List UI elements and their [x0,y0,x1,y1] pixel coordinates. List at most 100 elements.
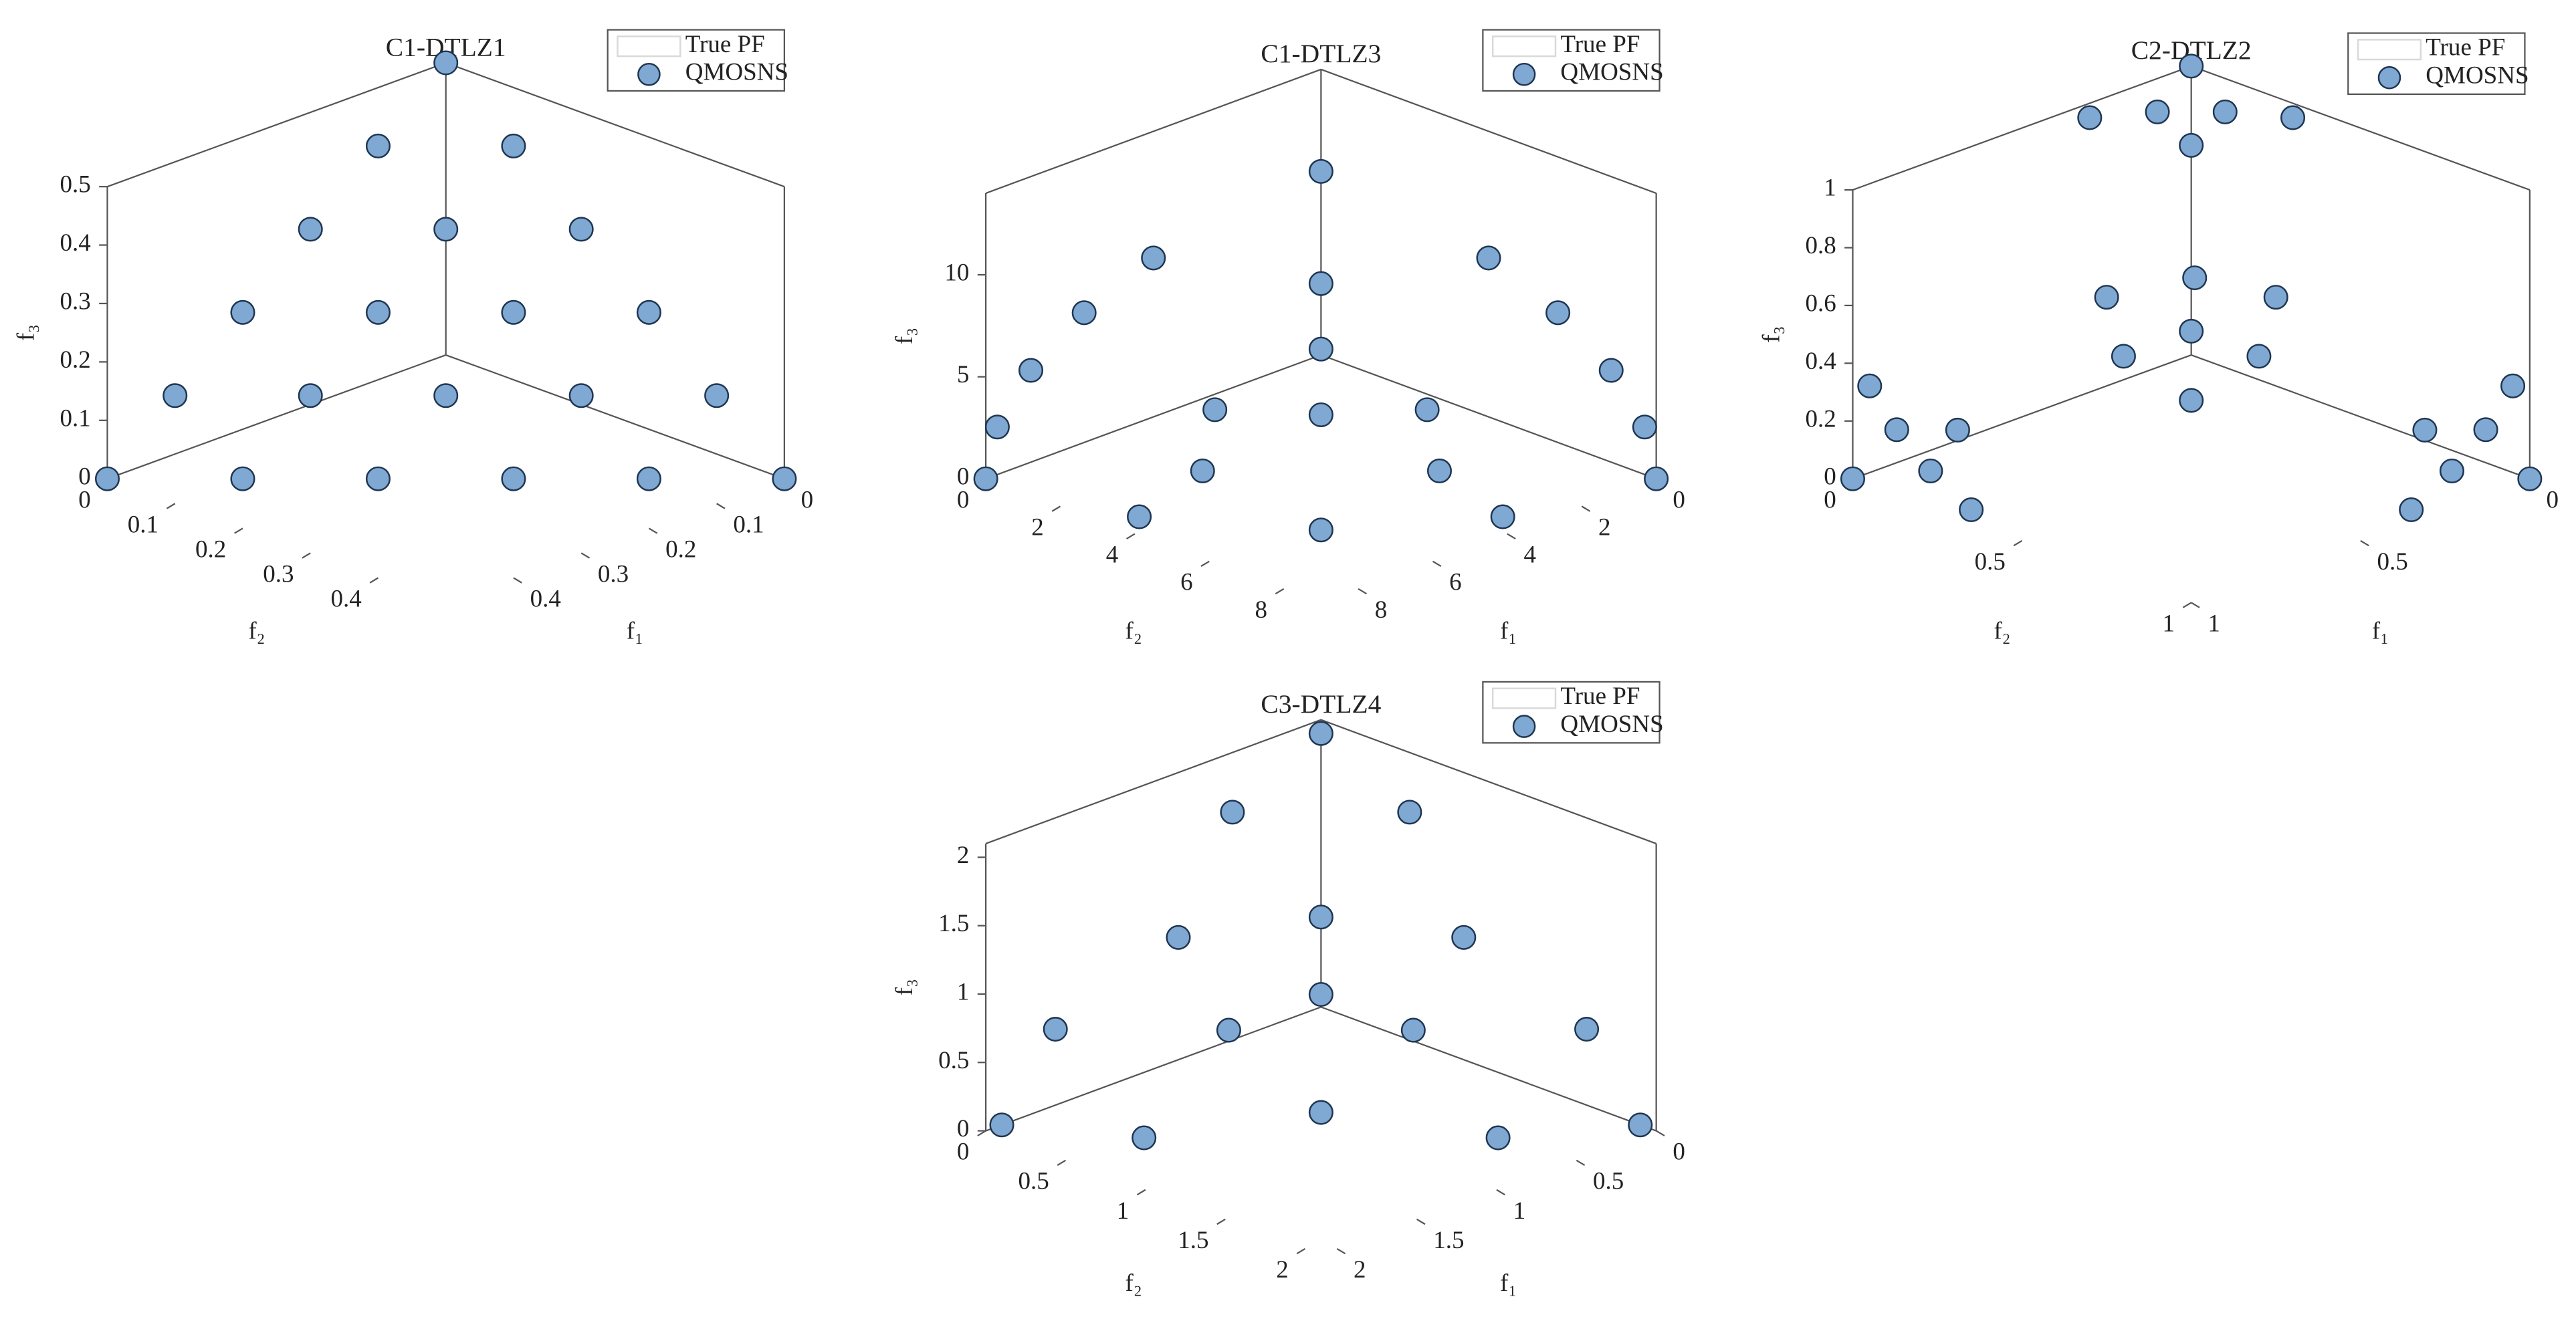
data-point [2145,99,2170,124]
tick-mark [1125,533,1136,539]
legend-label: True PF [1560,31,1640,58]
data-point [2111,344,2136,369]
x-tick-label: 0.5 [2377,548,2407,576]
tick-mark [234,527,243,534]
y-tick-label: 1 [1117,1197,1130,1225]
data-point [2212,99,2238,124]
box-edge [985,354,1321,480]
data-point [636,466,661,491]
data-point [2077,105,2103,130]
z-tick-label: 0 [1824,463,1836,491]
y-axis-label: f₂ [1125,618,1142,645]
y-tick-label: 0.1 [128,511,158,538]
data-point [1220,800,1245,825]
z-tick-label: 0.2 [1806,405,1836,433]
y-axis-label: f₂ [1994,618,2010,645]
z-tick-label: 0.5 [60,171,91,199]
x-axis-label: f₁ [1500,1270,1517,1297]
data-point [501,133,526,158]
data-point [1959,497,1984,523]
data-point [501,466,526,491]
data-point [2500,373,2526,398]
data-point [1190,458,1215,483]
panel: C1-DTLZ3 0 2 4 6 8 0 2 4 6 8 0 5 10 f₂ f₁ f₃ True PFQMOSN… [891,29,1685,645]
y-tick-label: 0.5 [1975,548,2006,576]
y-axis-label: f₂ [248,618,265,645]
legend-patch [617,35,681,57]
legend-label: QMOSNS [685,59,788,86]
data-point [2439,458,2464,484]
z-tick-label: 0.6 [1806,289,1836,317]
data-point [1202,397,1228,422]
box-edge [985,68,1321,195]
x-tick-label: 0 [1673,486,1685,513]
data-point [1397,800,1422,825]
tick-mark [1507,533,1516,539]
data-point [1632,414,1657,440]
tick-mark [1358,588,1367,595]
y-tick-label: 6 [1180,569,1193,596]
chart-title: C1-DTLZ3 [1261,39,1381,68]
box-edge [985,719,1321,844]
z-tick-label: 5 [957,361,970,388]
z-tick-label: 0 [78,463,91,491]
box-edge [2191,65,2531,191]
y-tick-label: 2 [1276,1256,1289,1284]
data-point [433,50,459,76]
data-point [365,466,391,491]
data-point [433,383,459,408]
tick-mark [1216,1218,1226,1225]
data-point [1545,300,1571,326]
legend-label: QMOSNS [2426,62,2529,90]
z-tick-label: 0.4 [1806,348,1836,375]
box-edge [1320,719,1657,844]
y-tick-label: 2 [1031,513,1044,541]
y-tick-label: 0.5 [1018,1168,1049,1195]
z-tick-label: 1.5 [938,910,969,937]
data-point [433,217,459,242]
legend-marker [1512,62,1536,86]
legend-label: QMOSNS [1560,711,1663,738]
panel: C1-DTLZ100.10.20.30.400.10.20.30.400.10.… [12,29,814,645]
data-point [365,133,391,158]
data-point [1884,417,1909,443]
tick-mark [513,577,522,584]
tick-mark [2191,602,2200,608]
tick-mark [166,503,176,509]
x-axis-label: f₁ [1500,618,1517,645]
data-point [2179,132,2204,158]
data-point [1918,458,1943,484]
data-point [568,217,594,242]
box-edge [985,1006,1321,1132]
tick-mark [1581,505,1591,512]
box-edge [107,62,447,188]
data-point [1485,1125,1511,1151]
data-point [2179,318,2204,344]
data-point [94,466,120,491]
x-tick-label: 6 [1449,569,1462,596]
data-point [1644,466,1669,491]
y-tick-label: 0 [957,486,970,513]
z-tick-label: 0 [957,1115,970,1142]
data-point [1216,1017,1241,1043]
box-edge [1320,1006,1657,1132]
legend-label: True PF [2426,34,2505,62]
tick-mark [2360,539,2369,547]
data-point [1043,1017,1068,1042]
data-point [772,466,797,491]
z-tick-label: 0.2 [60,346,91,374]
x-tick-label: 0 [801,486,814,513]
legend-label: True PF [685,31,765,58]
data-point [1476,245,1501,271]
data-point [984,414,1010,440]
legend-patch [2357,39,2422,61]
y-tick-label: 1.5 [1178,1227,1208,1254]
tick-mark [1057,1159,1067,1167]
data-point [1127,504,1152,529]
x-tick-label: 2 [1354,1256,1366,1284]
z-tick-label: 0.3 [60,287,91,315]
data-point [1308,721,1333,746]
z-tick-label: 0.1 [60,404,91,432]
data-point [1451,925,1477,950]
